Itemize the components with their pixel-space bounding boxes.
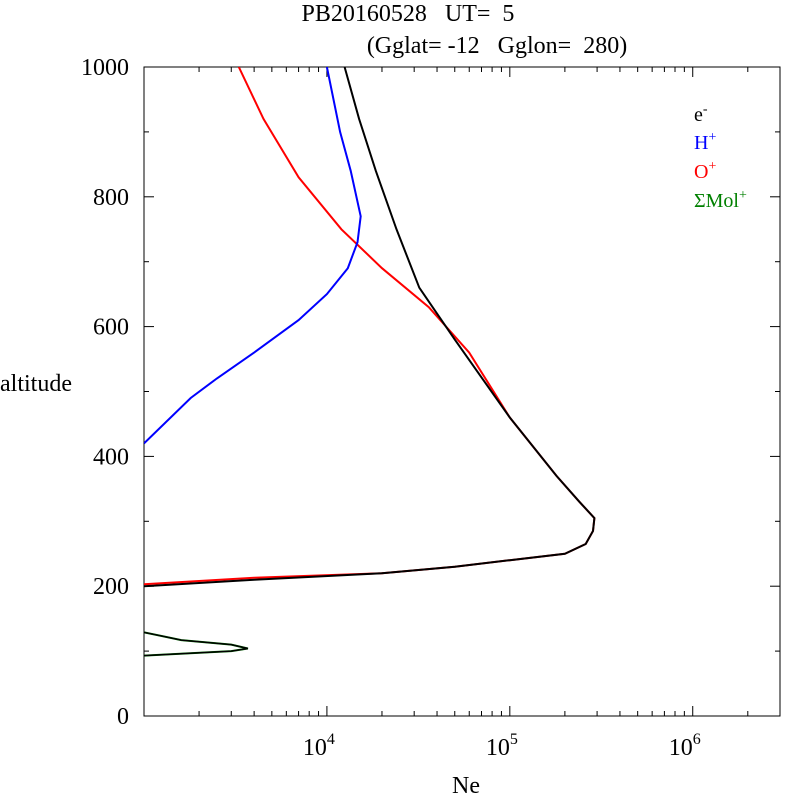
- y-tick-label: 600: [93, 315, 129, 341]
- series-line-2: [144, 67, 596, 586]
- y-tick-label: 0: [117, 704, 129, 730]
- x-tick-label: 105: [486, 731, 518, 761]
- chart-title-line1: PB20160528 UT= 5: [302, 1, 515, 27]
- legend: e- H+ O+ ΣMol+: [694, 102, 747, 212]
- axis-ticks: [143, 66, 781, 717]
- y-tick-label: 1000: [81, 55, 129, 81]
- legend-entry: H+: [694, 130, 716, 154]
- y-tick-label: 400: [93, 444, 129, 470]
- legend-entry: e-: [694, 102, 708, 126]
- legend-entry: ΣMol+: [694, 188, 747, 212]
- y-tick-labels: 0 200 400 600 800 1000: [81, 55, 129, 730]
- x-tick-label: 106: [669, 731, 701, 761]
- y-axis-label: altitude: [0, 371, 72, 397]
- plot-frame: [143, 66, 781, 717]
- y-tick-label: 800: [93, 185, 129, 211]
- chart-title-line2: (Gglat= -12 Gglon= 280): [367, 33, 627, 59]
- series-lines: [144, 67, 596, 657]
- x-tick-labels: 104 105 106: [303, 731, 701, 761]
- x-axis-label: Ne: [452, 773, 480, 796]
- x-tick-label: 104: [303, 731, 335, 761]
- y-tick-label: 200: [93, 574, 129, 600]
- legend-entry: O+: [694, 159, 716, 183]
- series-line-1: [144, 67, 362, 445]
- series-line-0: [144, 67, 596, 588]
- electron-line-lower: [144, 631, 249, 657]
